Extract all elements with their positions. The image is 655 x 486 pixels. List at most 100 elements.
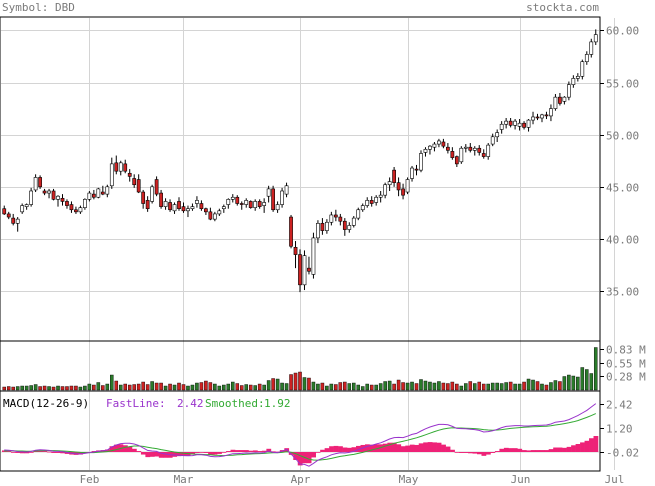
volume-bar	[387, 380, 392, 391]
volume-bar	[544, 384, 549, 391]
candle-body-up	[266, 188, 271, 197]
candle	[513, 119, 517, 130]
candle	[454, 155, 459, 168]
candle-body-down	[396, 182, 401, 191]
macd-histogram-bar	[176, 452, 182, 457]
candle	[181, 202, 186, 213]
candle	[271, 185, 275, 212]
candle	[593, 29, 598, 46]
candle	[6, 211, 11, 220]
price-tick-label: 45.00	[606, 182, 639, 195]
candle-body-up	[419, 153, 423, 171]
candle	[199, 200, 204, 211]
candle	[584, 51, 589, 65]
candle-body-down	[508, 120, 513, 126]
candle-body-up	[284, 185, 289, 195]
candle	[535, 113, 540, 121]
candle-body-down	[441, 141, 446, 147]
volume-bar	[378, 383, 383, 391]
macd-histogram-bar	[517, 448, 523, 452]
macd-histogram-bar	[589, 438, 594, 452]
macd-histogram-bar	[485, 452, 491, 455]
candle	[221, 204, 226, 213]
candle-body-down	[468, 146, 473, 151]
candle	[374, 195, 379, 206]
volume-bar	[316, 383, 320, 391]
candle-body-up	[351, 217, 356, 226]
candle	[477, 145, 482, 156]
candle	[109, 157, 114, 189]
volume-bar	[455, 383, 459, 391]
candle	[172, 202, 177, 214]
x-tick-label: Jul	[605, 473, 625, 486]
candle	[257, 199, 262, 209]
macd-smoothed-line	[4, 413, 597, 461]
volume-bar	[253, 385, 257, 391]
candle	[499, 121, 504, 134]
macd-histogram-bar	[356, 445, 361, 452]
candle-body-up	[356, 209, 361, 219]
candle-body-up	[549, 108, 553, 117]
price-y-axis: 35.00 40.00 45.00 50.00 55.00 60.00	[600, 25, 639, 299]
candle	[365, 197, 370, 208]
candle	[235, 195, 240, 206]
candle	[316, 220, 320, 244]
candle	[544, 111, 549, 120]
candle-body-up	[567, 84, 571, 98]
price-tick-label: 60.00	[606, 25, 639, 38]
macd-histogram-bar	[521, 450, 527, 452]
candle-body-up	[280, 190, 284, 205]
candle-body-down	[60, 197, 65, 202]
volume-bar	[186, 385, 190, 391]
candle	[423, 147, 428, 157]
candle	[289, 214, 293, 249]
candle-body-down	[136, 179, 141, 193]
candle	[150, 184, 154, 204]
candle-body-down	[454, 156, 459, 165]
macd-histogram-bar	[64, 452, 70, 454]
macd-y-axis: 2.42 1.20 -0.02	[600, 399, 639, 460]
macd-histogram-bar	[593, 436, 599, 452]
macd-histogram-bar	[311, 452, 316, 458]
volume-bar	[329, 383, 334, 391]
candle	[468, 143, 473, 153]
candle	[83, 198, 87, 210]
candle	[504, 118, 509, 129]
candle-body-up	[118, 162, 123, 172]
volume-bar	[159, 382, 163, 391]
candle	[275, 201, 280, 213]
macd-histogram-bar	[6, 451, 12, 452]
macd-histogram-bar	[315, 452, 321, 453]
volume-bar	[293, 372, 298, 391]
volume-bar	[562, 376, 567, 391]
x-tick-label: Mar	[174, 473, 194, 486]
candle-body-up	[226, 199, 231, 205]
volume-bar	[208, 382, 213, 391]
macd-histogram-bar	[539, 450, 545, 452]
candle-body-down	[342, 220, 347, 230]
volume-bar	[92, 384, 96, 391]
volume-bar	[593, 347, 598, 391]
candle	[356, 207, 361, 221]
candle-body-down	[204, 208, 208, 213]
macd-histogram-bar	[239, 450, 245, 452]
macd-histogram-bar	[252, 450, 258, 452]
candle-body-up	[540, 114, 544, 119]
candle-body-down	[450, 151, 455, 158]
candle	[118, 160, 123, 176]
macd-histogram-bar	[306, 452, 312, 464]
candle-body-down	[91, 193, 96, 198]
candle-body-down	[114, 162, 119, 172]
candle-body-down	[338, 216, 343, 222]
volume-bar	[2, 386, 7, 391]
candle-body-up	[405, 179, 410, 193]
candle	[91, 189, 96, 200]
candle-body-down	[293, 246, 298, 255]
volume-bar	[464, 383, 468, 391]
volume-bar	[513, 383, 517, 391]
volume-bar	[540, 383, 544, 391]
candle-body-down	[145, 200, 150, 210]
candle	[127, 169, 132, 182]
macd-histogram-bar	[468, 452, 473, 454]
macd-histogram-bar	[418, 443, 424, 452]
